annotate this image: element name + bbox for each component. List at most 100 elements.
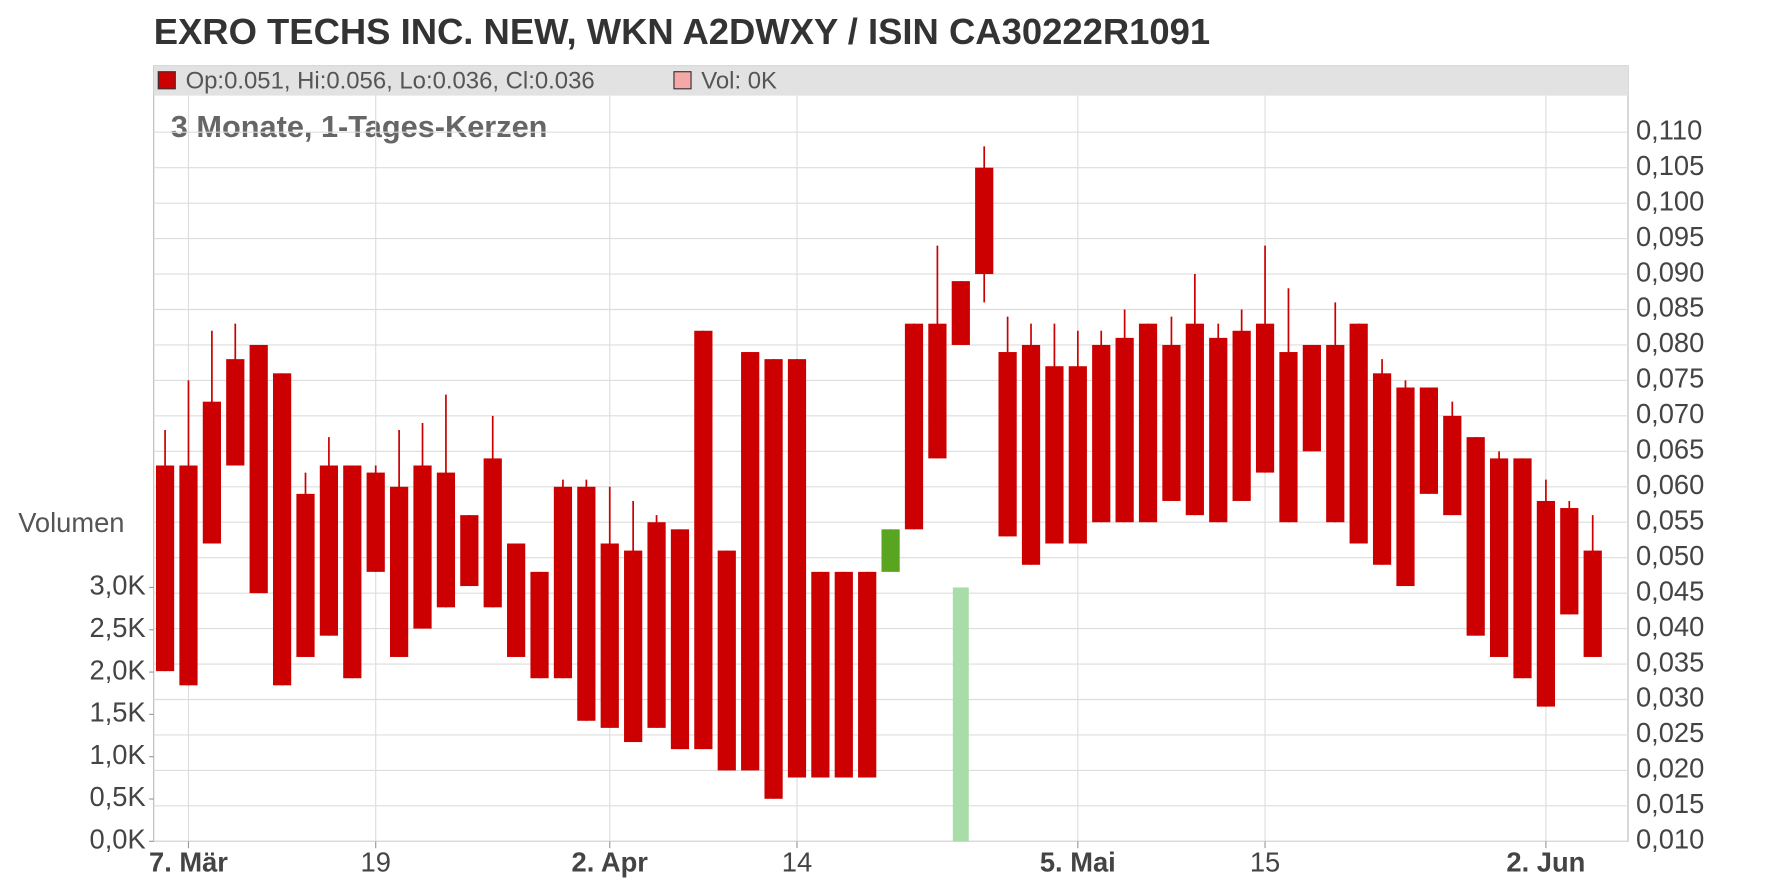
candle-body xyxy=(624,550,643,743)
candle-body xyxy=(928,323,947,459)
candle-body xyxy=(1232,330,1251,501)
candle-body xyxy=(1326,344,1345,523)
candle-body xyxy=(1372,373,1392,565)
candle-body xyxy=(507,543,526,657)
y-tick-label: 0,010 xyxy=(1636,824,1704,855)
y-tick-label: 0,090 xyxy=(1636,256,1704,287)
candle-body xyxy=(179,465,198,686)
marks xyxy=(155,146,1602,842)
candle-body xyxy=(226,359,245,466)
y-tick-label: 0,075 xyxy=(1636,363,1704,394)
y-tick-label: 0,035 xyxy=(1636,646,1704,677)
x-tick-label: 5. Mai xyxy=(1040,846,1116,877)
candle-body xyxy=(1021,344,1041,565)
candle-body xyxy=(1045,366,1064,544)
candle-body xyxy=(343,465,362,679)
candle-body xyxy=(717,550,736,771)
candle-body xyxy=(553,486,573,679)
y2-tick-label: 0,5K xyxy=(90,781,146,812)
candle-body xyxy=(951,281,970,345)
y-tick-label: 0,095 xyxy=(1636,221,1704,252)
candle-body xyxy=(1466,437,1485,636)
y-tick-label: 0,045 xyxy=(1636,575,1704,606)
candle-body xyxy=(1513,458,1532,679)
candle-body xyxy=(975,167,994,275)
candle-body xyxy=(1302,344,1321,452)
candle-body xyxy=(904,323,924,530)
candle-body xyxy=(436,472,456,608)
candle-body xyxy=(319,465,339,636)
candle-body xyxy=(764,359,783,799)
candle-body xyxy=(858,571,877,778)
legend-swatch xyxy=(673,71,692,90)
chart-subtitle: 3 Monate, 1-Tages-Kerzen xyxy=(171,109,548,144)
candle-body xyxy=(1162,344,1181,501)
y-tick-label: 0,025 xyxy=(1636,717,1704,748)
candle-body xyxy=(1489,458,1509,657)
candle-body xyxy=(1419,387,1438,494)
candle-body xyxy=(834,571,853,778)
y-tick-label: 0,065 xyxy=(1636,434,1704,465)
y-tick-label: 0,100 xyxy=(1636,185,1704,216)
candle-body xyxy=(249,344,268,594)
candle-body xyxy=(1068,366,1087,544)
candle-body xyxy=(155,465,175,672)
candle-body xyxy=(460,515,479,587)
legend-label: Op:0.051, Hi:0.056, Lo:0.036, Cl:0.036 xyxy=(186,67,595,94)
chart-title: EXRO TECHS INC. NEW, WKN A2DWXY / ISIN C… xyxy=(154,11,1211,52)
candle-body xyxy=(1583,550,1602,657)
y2-tick-label: 1,5K xyxy=(90,697,146,728)
volume-bar xyxy=(952,587,969,842)
candle-body xyxy=(1443,415,1462,516)
x-tick-label: 2. Apr xyxy=(572,846,649,877)
candle-body xyxy=(413,465,432,629)
x-tick-label: 14 xyxy=(782,846,812,877)
candle-body xyxy=(483,458,502,608)
x-tick-label: 2. Jun xyxy=(1506,846,1585,877)
candle-body xyxy=(787,359,807,778)
candle-body xyxy=(390,486,409,657)
candle-body xyxy=(1255,323,1275,473)
candle-body xyxy=(998,352,1017,537)
candle-body xyxy=(600,543,619,728)
labels: 0,010 0,015 0,020 0,025 0,030 0,035 0,040 0,045… xyxy=(90,67,1705,877)
y2-tick-label: 0,0K xyxy=(90,824,146,855)
y2-axis-label: Volumen xyxy=(18,507,124,538)
y-tick-label: 0,110 xyxy=(1636,114,1702,145)
y-tick-label: 0,070 xyxy=(1636,398,1704,429)
candle-body xyxy=(670,529,690,750)
candle-body xyxy=(881,529,900,572)
y-tick-label: 0,105 xyxy=(1636,150,1704,181)
candle-body xyxy=(1092,344,1111,523)
y-tick-label: 0,030 xyxy=(1636,682,1704,713)
y-tick-label: 0,080 xyxy=(1636,327,1704,358)
candle-body xyxy=(1185,323,1204,516)
y2-tick-label: 2,0K xyxy=(90,654,146,685)
candle-body xyxy=(1560,508,1579,615)
y-tick-label: 0,015 xyxy=(1636,788,1704,819)
candle-body xyxy=(577,486,596,721)
candle-body xyxy=(1209,337,1228,523)
y-tick-label: 0,060 xyxy=(1636,469,1704,500)
candle-body xyxy=(811,571,830,778)
candle-body xyxy=(647,522,666,728)
legend-bar xyxy=(153,66,1629,96)
y-tick-label: 0,050 xyxy=(1636,540,1704,571)
y-tick-label: 0,040 xyxy=(1636,611,1704,642)
y2-tick-label: 1,0K xyxy=(90,739,146,770)
y2-tick-label: 2,5K xyxy=(90,612,146,643)
x-tick-label: 19 xyxy=(361,846,391,877)
candle-body xyxy=(272,373,292,686)
candle-body xyxy=(1349,323,1368,544)
candle-body xyxy=(1536,500,1556,707)
x-tick-label: 7. Mär xyxy=(149,846,228,877)
candle-body xyxy=(694,330,713,750)
y-tick-label: 0,055 xyxy=(1636,504,1704,535)
candle-body xyxy=(202,401,221,544)
y2-tick-label: 3,0K xyxy=(90,570,146,601)
candle-body xyxy=(1138,323,1158,523)
candle-body xyxy=(741,352,760,771)
y-tick-label: 0,020 xyxy=(1636,753,1704,784)
candle-body xyxy=(1279,352,1298,523)
